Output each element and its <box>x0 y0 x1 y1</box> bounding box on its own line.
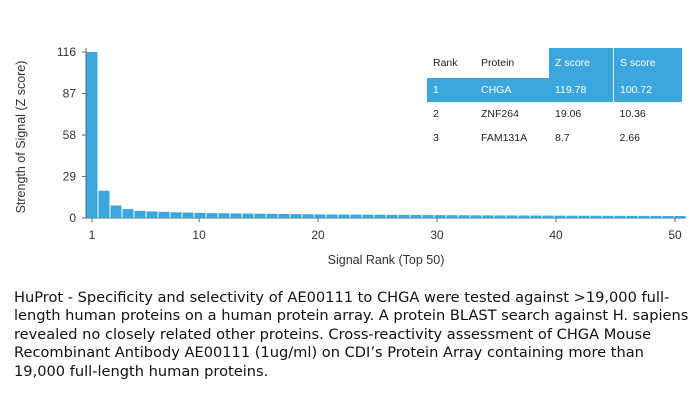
bar <box>530 215 542 218</box>
bar <box>422 215 434 218</box>
bar <box>578 215 590 218</box>
bar <box>626 215 638 218</box>
bar <box>506 215 518 218</box>
bar <box>134 210 146 218</box>
y-tick-label: 87 <box>63 87 77 101</box>
bar <box>590 215 602 218</box>
table-header-row: Rank Protein Z score S score <box>427 48 682 78</box>
bar <box>614 215 626 218</box>
bar <box>458 215 470 218</box>
table-row: 3 FAM131A 8.7 2.66 <box>427 126 682 150</box>
bar <box>242 213 254 218</box>
y-tick-label: 58 <box>63 128 77 142</box>
header-s-score: S score <box>613 48 682 78</box>
cell-z-score: 19.06 <box>555 108 582 120</box>
bar <box>518 215 530 218</box>
bar <box>650 215 662 218</box>
bar <box>398 214 410 218</box>
bar <box>350 214 362 218</box>
y-tick-label: 0 <box>69 211 76 225</box>
bar <box>98 190 110 218</box>
bar <box>338 214 350 218</box>
x-tick-label: 50 <box>668 228 682 242</box>
figure-caption: HuProt - Specificity and selectivity of … <box>14 289 690 381</box>
bar <box>638 215 650 218</box>
x-tick-label: 20 <box>311 228 325 242</box>
bar <box>602 215 614 218</box>
cell-s-score: 2.66 <box>619 132 640 144</box>
header-protein: Protein <box>481 57 515 69</box>
caption-text: HuProt - Specificity and selectivity of … <box>14 289 689 380</box>
x-axis-label: Signal Rank (Top 50) <box>328 253 445 267</box>
bar <box>446 215 458 218</box>
cell-z-score: 119.78 <box>549 78 614 102</box>
y-axis-label: Strength of Signal (Z score) <box>14 61 28 214</box>
cell-z-score: 8.7 <box>555 132 570 144</box>
x-tick-label: 1 <box>89 228 96 242</box>
x-tick-label: 10 <box>192 228 206 242</box>
bar <box>410 214 422 218</box>
cell-rank: 1 <box>427 78 475 102</box>
bar <box>302 214 314 218</box>
cell-s-score: 100.72 <box>613 78 682 102</box>
bar <box>230 213 242 218</box>
x-tick-label: 30 <box>430 228 444 242</box>
bar <box>386 214 398 218</box>
bar <box>314 214 326 218</box>
header-rank: Rank <box>433 57 458 69</box>
bar <box>326 214 338 218</box>
bar <box>290 214 302 218</box>
cell-protein: ZNF264 <box>481 108 519 120</box>
table-row: 1 CHGA 119.78 100.72 <box>427 78 682 102</box>
bar <box>86 52 98 218</box>
bar <box>554 215 566 218</box>
bar <box>542 215 554 218</box>
bar <box>278 213 290 218</box>
chart-svg: 0 29 58 87 116 1 10 20 30 40 50 Signal Rank (Top 50… <box>14 45 686 267</box>
cell-rank: 2 <box>433 108 439 120</box>
bar <box>218 213 230 218</box>
table-row: 2 ZNF264 19.06 10.36 <box>427 102 682 126</box>
bar <box>374 214 386 218</box>
x-tick-label: 40 <box>549 228 563 242</box>
bar <box>494 215 506 218</box>
cell-protein: FAM131A <box>481 132 528 144</box>
header-z-score: Z score <box>549 48 614 78</box>
bar <box>146 211 158 218</box>
bar <box>482 215 494 218</box>
bar <box>182 212 194 218</box>
bar <box>206 213 218 218</box>
bar <box>566 215 578 218</box>
bar <box>266 213 278 218</box>
bar <box>470 215 482 218</box>
signal-rank-chart: 0 29 58 87 116 1 10 20 30 40 50 Signal Rank (Top 50… <box>14 45 686 267</box>
bar <box>158 211 170 218</box>
y-tick-label: 116 <box>57 45 76 59</box>
bar <box>662 215 674 218</box>
cell-rank: 3 <box>433 132 439 144</box>
bar <box>110 205 122 218</box>
bar <box>254 213 266 218</box>
y-tick-label: 29 <box>63 170 77 184</box>
bar <box>170 212 182 218</box>
bar <box>122 209 134 218</box>
bar <box>674 215 686 218</box>
cell-protein: CHGA <box>475 78 549 102</box>
score-table: Rank Protein Z score S score 1 CHGA 119.… <box>427 48 682 150</box>
bar <box>362 214 374 218</box>
bar <box>434 215 446 218</box>
bar <box>194 212 206 218</box>
cell-s-score: 10.36 <box>619 108 646 120</box>
